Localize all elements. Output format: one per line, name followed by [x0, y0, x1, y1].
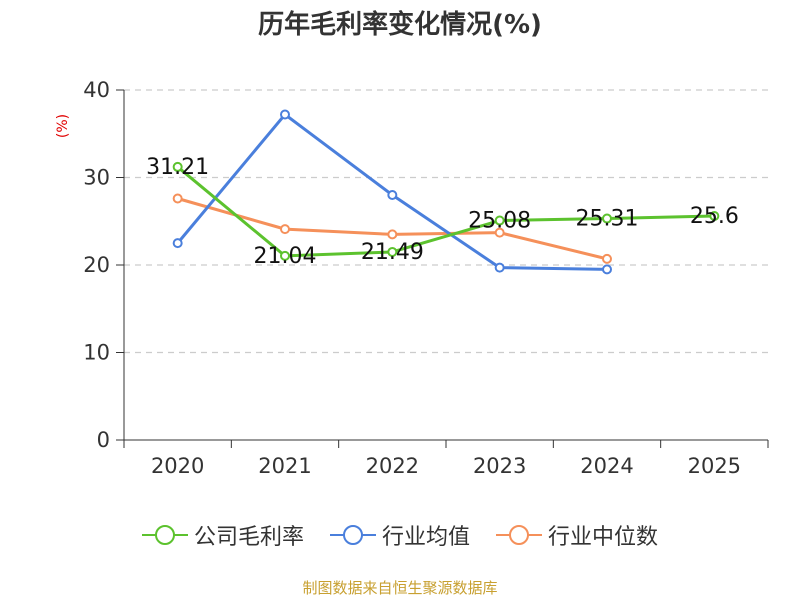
series-line — [176, 165, 715, 258]
x-tick-label: 2025 — [688, 454, 741, 478]
data-point — [387, 246, 398, 257]
data-label: 21.49 — [361, 240, 424, 265]
grid-layer — [124, 89, 768, 354]
y-tick-label: 0 — [97, 428, 110, 452]
x-tick-label: 2020 — [151, 454, 204, 478]
data-point — [494, 227, 505, 238]
data-point — [172, 161, 183, 172]
legend-label: 公司毛利率 — [193, 525, 304, 550]
data-point — [280, 224, 290, 235]
legend-line-icon — [141, 525, 188, 545]
source-footer: 制图数据来自恒生聚源数据库 — [302, 579, 498, 597]
y-tick-label: 10 — [83, 341, 110, 365]
y-tick-label: 40 — [83, 78, 110, 102]
x-tick-label: 2021 — [258, 454, 311, 478]
axis-layer: 0 10 20 30 40 2020 2021 2022 2023 2024 2025 — [83, 78, 769, 478]
data-point — [602, 213, 612, 224]
y-tick-label: 30 — [83, 166, 110, 190]
chart-title: 历年毛利率变化情况(%) — [258, 10, 542, 40]
data-point — [280, 109, 290, 120]
y-tick-label: 20 — [83, 253, 110, 277]
data-point — [172, 193, 183, 204]
legend-line-icon — [329, 525, 376, 545]
data-point — [172, 238, 183, 249]
series-layer — [172, 109, 720, 275]
legend-line-icon — [496, 525, 542, 545]
legend: 公司毛利率 行业均值 行业中位数 — [0, 519, 800, 551]
legend-item-company-margin[interactable]: 公司毛利率 — [141, 519, 304, 551]
data-point — [387, 190, 398, 200]
data-point — [494, 215, 505, 226]
data-label: 21.04 — [254, 244, 317, 269]
data-label: 25.31 — [576, 207, 639, 232]
data-label: 25.08 — [468, 209, 531, 234]
legend-item-industry-median[interactable]: 行业中位数 — [496, 519, 658, 551]
data-label: 31.21 — [146, 155, 209, 180]
data-point — [602, 264, 612, 275]
data-point — [280, 250, 290, 261]
data-point — [387, 229, 398, 240]
legend-item-industry-mean[interactable]: 行业均值 — [329, 519, 470, 551]
data-label-layer: 31.21 21.04 21.49 25.08 25.31 25.6 — [146, 155, 739, 269]
x-tick-label: 2022 — [366, 454, 419, 478]
x-tick-label: 2023 — [473, 454, 526, 478]
data-point — [709, 211, 720, 221]
data-label: 25.6 — [690, 204, 739, 229]
legend-label: 行业中位数 — [548, 525, 659, 550]
legend-label: 行业均值 — [381, 525, 470, 550]
data-point — [494, 262, 505, 273]
x-tick-label: 2024 — [580, 454, 633, 478]
data-point — [602, 253, 612, 264]
